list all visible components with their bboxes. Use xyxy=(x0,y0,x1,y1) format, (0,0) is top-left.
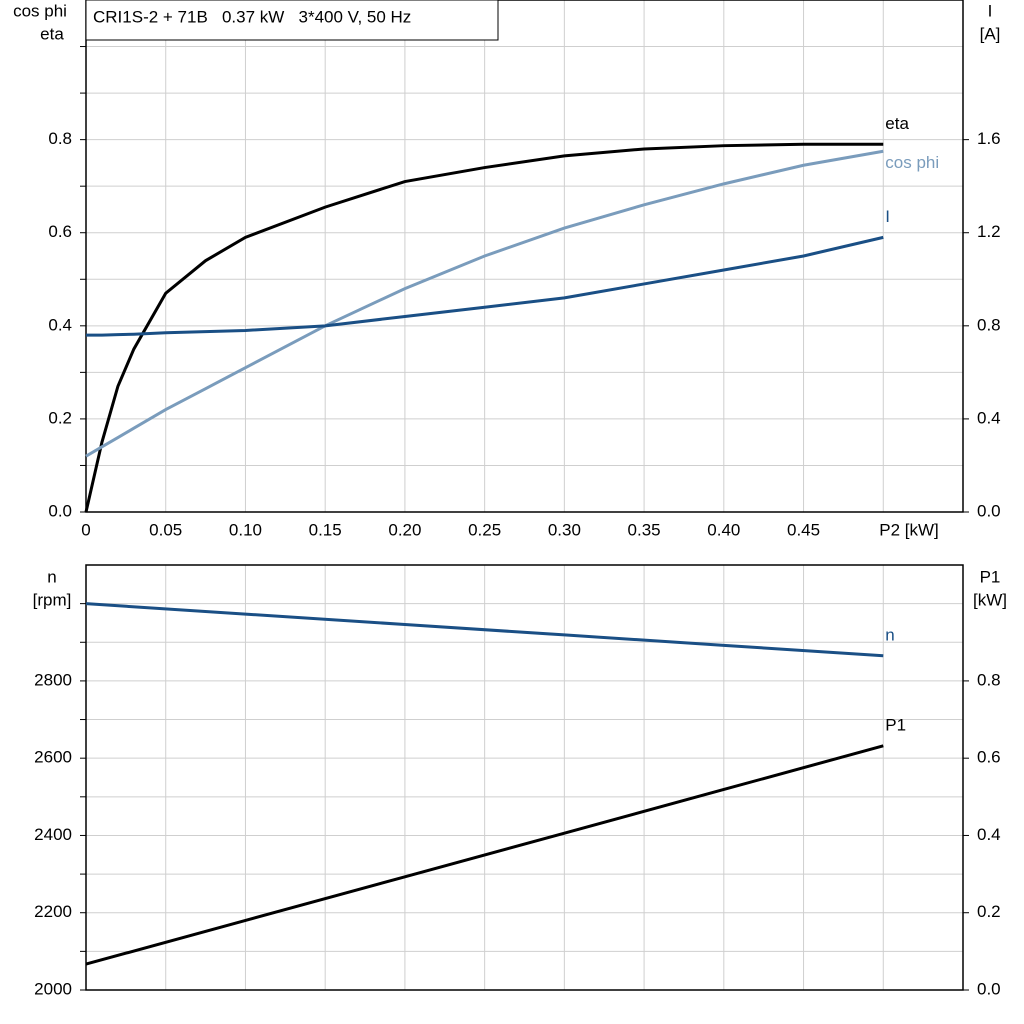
y2-tick-label: 0.8 xyxy=(977,315,1001,334)
y-tick-label: 0.6 xyxy=(48,222,72,241)
y2-axis-label: [A] xyxy=(980,24,1001,43)
chart-title: CRI1S-2 + 71B 0.37 kW 3*400 V, 50 Hz xyxy=(93,7,411,26)
series-line xyxy=(85,602,884,658)
y-tick-label: 2400 xyxy=(34,825,72,844)
y-axis-label: n xyxy=(47,567,56,586)
y-tick-label: 0.2 xyxy=(48,408,72,427)
series-label: cos phi xyxy=(885,153,939,172)
plot-frame xyxy=(85,0,964,513)
y2-tick-label: 0.2 xyxy=(977,902,1001,921)
series-line xyxy=(84,142,884,513)
y2-tick-label: 0.4 xyxy=(977,825,1001,844)
title-box xyxy=(85,0,499,41)
series-line xyxy=(85,744,884,966)
series-line xyxy=(86,235,884,337)
y2-tick-label: 0.0 xyxy=(977,979,1001,998)
series-label: P1 xyxy=(885,715,906,734)
x-tick-label: 0.45 xyxy=(787,520,820,539)
y-axis-label: cos phi xyxy=(13,1,67,20)
y-tick-label: 0.0 xyxy=(48,501,72,520)
x-tick-label: 0.05 xyxy=(149,520,182,539)
x-axis-label: P2 [kW] xyxy=(879,520,939,539)
series-label: n xyxy=(885,625,894,644)
x-tick-label: 0.35 xyxy=(628,520,661,539)
x-tick-label: 0.40 xyxy=(707,520,740,539)
y2-tick-label: 0.0 xyxy=(977,501,1001,520)
y2-tick-label: 1.2 xyxy=(977,222,1001,241)
x-tick-label: 0.25 xyxy=(468,520,501,539)
y-axis-label: [rpm] xyxy=(33,590,72,609)
y2-tick-label: 0.6 xyxy=(977,748,1001,767)
y-axis-label: eta xyxy=(40,24,64,43)
y2-axis-label: [kW] xyxy=(973,590,1007,609)
y2-axis-label: I xyxy=(988,1,993,20)
y-tick-label: 2800 xyxy=(34,670,72,689)
x-tick-label: 0.15 xyxy=(309,520,342,539)
plot-frame xyxy=(85,564,964,991)
x-tick-label: 0.30 xyxy=(548,520,581,539)
x-tick-label: 0 xyxy=(81,520,90,539)
x-tick-label: 0.20 xyxy=(388,520,421,539)
y2-tick-label: 0.4 xyxy=(977,408,1001,427)
y-tick-label: 2600 xyxy=(34,748,72,767)
series-label: I xyxy=(885,207,890,226)
y-tick-label: 0.4 xyxy=(48,315,72,334)
y2-tick-label: 0.8 xyxy=(977,670,1001,689)
y-tick-label: 2200 xyxy=(34,902,72,921)
y2-axis-label: P1 xyxy=(980,567,1001,586)
x-tick-label: 0.10 xyxy=(229,520,262,539)
y2-tick-label: 1.6 xyxy=(977,129,1001,148)
y-tick-label: 0.8 xyxy=(48,129,72,148)
series-label: eta xyxy=(885,114,909,133)
y-tick-label: 2000 xyxy=(34,979,72,998)
